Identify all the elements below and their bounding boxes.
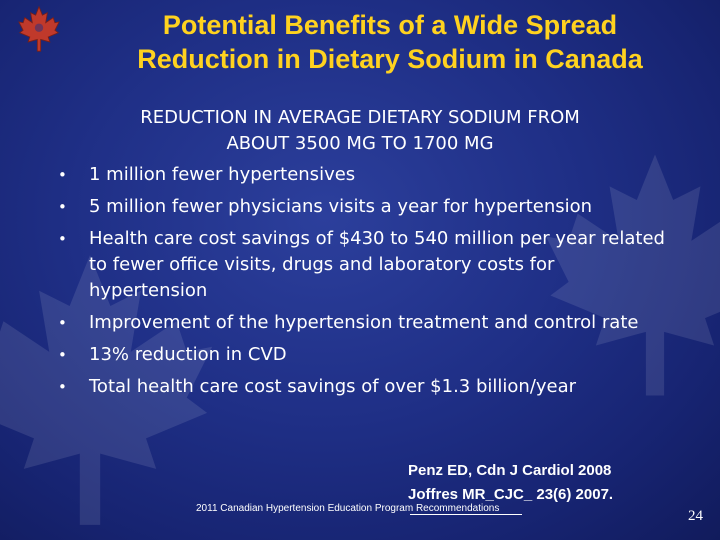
subheading: REDUCTION IN AVERAGE DIETARY SODIUM FROM… (80, 105, 640, 157)
bullet-text: Health care cost savings of $430 to 540 … (89, 228, 665, 301)
page-number: 24 (688, 508, 703, 524)
reference-citation-2: Joffres MR_CJC_ 23(6) 2007. (408, 486, 614, 503)
maple-leaf-logo-icon (18, 6, 60, 52)
subheading-line-2: ABOUT 3500 MG TO 1700 MG (226, 133, 494, 154)
bullet-dot: • (58, 230, 67, 248)
bullet-item: • 13% reduction in CVD (0, 342, 669, 368)
footer-text: 2011 Canadian Hypertension Education Pro… (196, 503, 500, 514)
bullet-item: • Total health care cost savings of over … (0, 374, 669, 400)
title-line-2: Reduction in Dietary Sodium in Canada (137, 44, 643, 74)
slide-title: Potential Benefits of a Wide Spread Redu… (60, 8, 720, 76)
bullet-item: • Improvement of the hypertension treatme… (0, 310, 669, 336)
bullet-text: 5 million fewer physicians visits a year… (89, 196, 593, 217)
bullet-dot: • (58, 346, 67, 364)
bullet-text: Improvement of the hypertension treatmen… (89, 312, 639, 333)
bullet-text: 13% reduction in CVD (89, 344, 287, 365)
maple-leaf-watermark-icon (545, 154, 720, 396)
footer-underline (410, 514, 522, 515)
bullet-item: • 1 million fewer hypertensives (0, 162, 669, 188)
bullet-item: • Health care cost savings of $430 to 540… (0, 226, 669, 304)
title-line-1: Potential Benefits of a Wide Spread (162, 10, 618, 40)
bullet-list: • 1 million fewer hypertensives • 5 millio… (0, 162, 720, 406)
bullet-text: 1 million fewer hypertensives (89, 164, 356, 185)
bullet-dot: • (58, 198, 67, 216)
subheading-line-1: REDUCTION IN AVERAGE DIETARY SODIUM FROM (140, 107, 580, 128)
bullet-dot: • (58, 314, 67, 332)
maple-leaf-watermark-icon (0, 255, 213, 525)
bullet-item: • 5 million fewer physicians visits a yea… (0, 194, 669, 220)
reference-citation-1: Penz ED, Cdn J Cardiol 2008 (408, 462, 612, 479)
bullet-dot: • (58, 378, 67, 396)
bullet-text: Total health care cost savings of over $… (89, 376, 577, 397)
bullet-dot: • (58, 166, 67, 184)
